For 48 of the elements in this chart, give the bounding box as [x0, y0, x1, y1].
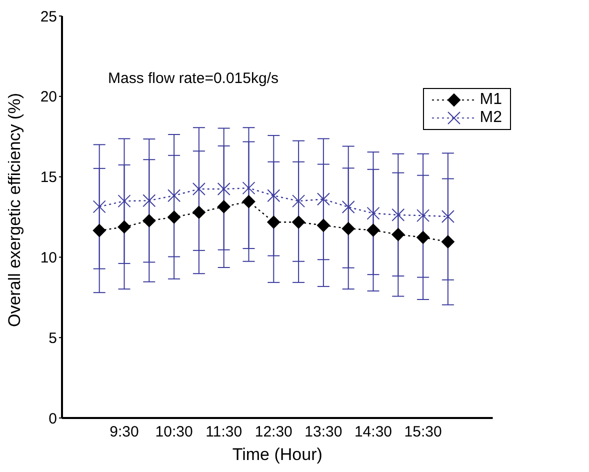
- point: [292, 194, 306, 208]
- point: [168, 210, 181, 224]
- x-tick-label: 13:30: [304, 424, 342, 441]
- point: [416, 230, 430, 244]
- y-tick-label: 20: [40, 88, 57, 106]
- point: [217, 200, 230, 214]
- point: [342, 222, 355, 236]
- point: [118, 220, 131, 234]
- point: [342, 200, 355, 214]
- point: [192, 182, 206, 196]
- point: [392, 208, 405, 222]
- y-tick-label: 25: [40, 8, 57, 26]
- point: [142, 214, 156, 228]
- legend-label: M2: [480, 109, 502, 127]
- point: [416, 209, 430, 222]
- point: [392, 228, 405, 242]
- point: [217, 182, 230, 196]
- point: [441, 235, 454, 248]
- point: [441, 210, 454, 224]
- point: [267, 216, 280, 229]
- x-tick-label: 15:30: [404, 424, 442, 441]
- y-axis-title: Overall exergetic efficiency (%): [5, 93, 24, 327]
- point: [92, 200, 106, 214]
- point: [292, 216, 306, 229]
- x-tick-label: 10:30: [155, 424, 193, 441]
- y-tick-label: 5: [48, 330, 57, 347]
- x-axis-title: Time (Hour): [232, 445, 322, 464]
- x-tick-label: 9:30: [110, 424, 139, 441]
- point: [118, 194, 131, 208]
- point: [267, 189, 280, 202]
- point: [168, 189, 181, 202]
- annotation: Mass flow rate=0.015kg/s: [108, 70, 279, 87]
- y-tick-label: 15: [40, 169, 57, 186]
- point: [192, 206, 206, 219]
- x-tick-label: 11:30: [206, 424, 242, 441]
- point: [366, 224, 380, 237]
- y-tick-label: 10: [40, 250, 57, 267]
- point: [142, 194, 156, 208]
- point: [316, 192, 330, 206]
- point: [92, 224, 106, 238]
- y-tick-label: 0: [48, 410, 57, 428]
- legend-label: M1: [480, 91, 502, 109]
- point: [366, 206, 380, 220]
- point: [242, 195, 256, 208]
- x-tick-label: 12:30: [254, 424, 292, 441]
- point: [242, 182, 256, 195]
- point: [316, 218, 330, 232]
- x-tick-label: 14:30: [354, 424, 392, 441]
